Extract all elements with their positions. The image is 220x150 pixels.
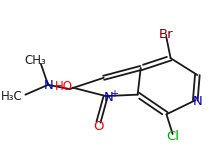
Text: HO: HO: [55, 80, 73, 93]
Text: CH₃: CH₃: [25, 54, 47, 67]
Text: N: N: [192, 95, 202, 108]
Text: +: +: [110, 89, 118, 99]
Text: O: O: [94, 120, 104, 134]
Text: N: N: [104, 91, 114, 104]
Text: H₃C: H₃C: [1, 90, 23, 103]
Text: N: N: [44, 79, 53, 92]
Text: Cl: Cl: [166, 130, 179, 143]
Text: Br: Br: [159, 28, 174, 41]
